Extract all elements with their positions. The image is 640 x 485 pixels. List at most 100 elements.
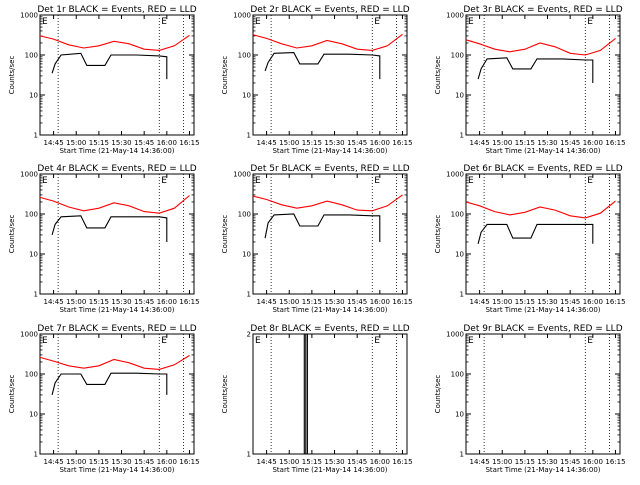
x-tick-label: 15:00 [492,139,512,147]
y-tick-label: 100 [25,52,38,60]
y-tick-label: 10 [455,411,464,419]
x-tick-label: 15:15 [515,458,535,466]
y-axis-label: Counts/sec [8,375,16,414]
y-tick-label: 1 [34,451,38,459]
event-rate-line [264,213,381,242]
x-tick-label: 15:45 [134,298,154,306]
plot-frame [39,14,195,136]
x-tick-label: 15:00 [66,298,86,306]
x-tick-label: 16:00 [157,458,177,466]
event-rate-line [51,215,168,242]
x-tick-label: 15:30 [324,139,344,147]
x-tick-label: 15:45 [134,139,154,147]
x-tick-label: 15:30 [111,139,131,147]
x-tick-label: 15:15 [89,139,109,147]
plot-frame [465,333,621,455]
y-tick-label: 100 [451,371,464,379]
y-axis-label: Counts/sec [434,56,442,95]
lld-rate-line [39,355,190,370]
plot-frame [252,333,408,455]
plot-frame [465,14,621,136]
event-marker-label: E [587,176,593,186]
x-tick-label: 15:15 [302,298,322,306]
event-rate-line [264,52,381,80]
event-rate-line [51,372,168,396]
x-tick-label: 15:45 [347,298,367,306]
event-marker-label: E [468,336,474,346]
x-tick-label: 16:15 [179,458,199,466]
x-tick-label: 16:15 [605,458,625,466]
event-rate-line [303,333,308,455]
y-tick-label: 1000 [446,331,464,339]
x-tick-label: 15:00 [66,458,86,466]
x-tick-label: 15:00 [66,139,86,147]
event-marker-label: E [374,17,380,27]
event-marker-label: E [374,176,380,186]
x-tick-label: 15:15 [302,458,322,466]
lld-rate-line [465,37,616,56]
y-tick-label: 1000 [446,12,464,20]
x-axis-label: Start Time (21-May-14 14:36:00) [272,466,387,474]
y-tick-label: 100 [238,52,251,60]
plot-frame [252,173,408,295]
x-axis-label: Start Time (21-May-14 14:36:00) [59,306,174,314]
panel-title: Det 1r BLACK = Events, RED = LLD [37,5,196,15]
x-tick-label: 14:45 [469,139,489,147]
event-marker-label: E [42,17,48,27]
x-tick-label: 15:30 [324,458,344,466]
x-tick-label: 15:30 [111,298,131,306]
x-tick-label: 16:00 [370,298,390,306]
event-marker-label: E [468,176,474,186]
event-rate-line [477,223,594,244]
x-tick-label: 15:30 [111,458,131,466]
panel-title: Det 5r BLACK = Events, RED = LLD [250,164,409,174]
x-tick-label: 14:45 [256,458,276,466]
y-tick-label: 1 [34,132,38,140]
x-axis-label: Start Time (21-May-14 14:36:00) [272,306,387,314]
y-tick-label: 1 [460,132,464,140]
y-axis-label: Counts/sec [434,375,442,414]
x-tick-label: 16:00 [583,458,603,466]
event-marker-label: E [42,336,48,346]
event-marker-label: E [587,336,593,346]
x-tick-label: 15:30 [537,139,557,147]
x-tick-label: 15:30 [537,298,557,306]
event-marker-label: E [255,176,261,186]
x-axis-label: Start Time (21-May-14 14:36:00) [59,466,174,474]
y-axis-label: Counts/sec [221,375,229,414]
y-tick-label: 10 [29,411,38,419]
x-tick-label: 15:00 [492,458,512,466]
x-axis-label: Start Time (21-May-14 14:36:00) [485,147,600,155]
y-tick-label: 100 [451,52,464,60]
y-axis-label: Counts/sec [8,56,16,95]
panel-title: Det 4r BLACK = Events, RED = LLD [37,164,196,174]
x-tick-label: 14:45 [43,458,63,466]
x-tick-label: 15:30 [324,298,344,306]
y-tick-label: 100 [25,211,38,219]
event-marker-label: E [161,176,167,186]
x-tick-label: 15:45 [134,458,154,466]
y-axis-label: Counts/sec [221,215,229,254]
x-tick-label: 15:15 [302,139,322,147]
lld-rate-line [252,194,403,212]
x-tick-label: 16:00 [157,298,177,306]
event-marker-label: E [468,17,474,27]
y-axis-label: Counts/sec [8,215,16,254]
x-tick-label: 15:45 [560,298,580,306]
x-axis-label: Start Time (21-May-14 14:36:00) [59,147,174,155]
y-tick-label: 10 [29,251,38,259]
y-tick-label: 1000 [446,171,464,179]
x-tick-label: 14:45 [256,139,276,147]
x-tick-label: 14:45 [469,458,489,466]
y-tick-label: 1000 [233,12,251,20]
x-tick-label: 15:30 [537,458,557,466]
x-tick-label: 15:45 [560,139,580,147]
x-tick-label: 16:15 [179,298,199,306]
panel-title: Det 7r BLACK = Events, RED = LLD [37,324,196,334]
x-tick-label: 15:15 [515,139,535,147]
